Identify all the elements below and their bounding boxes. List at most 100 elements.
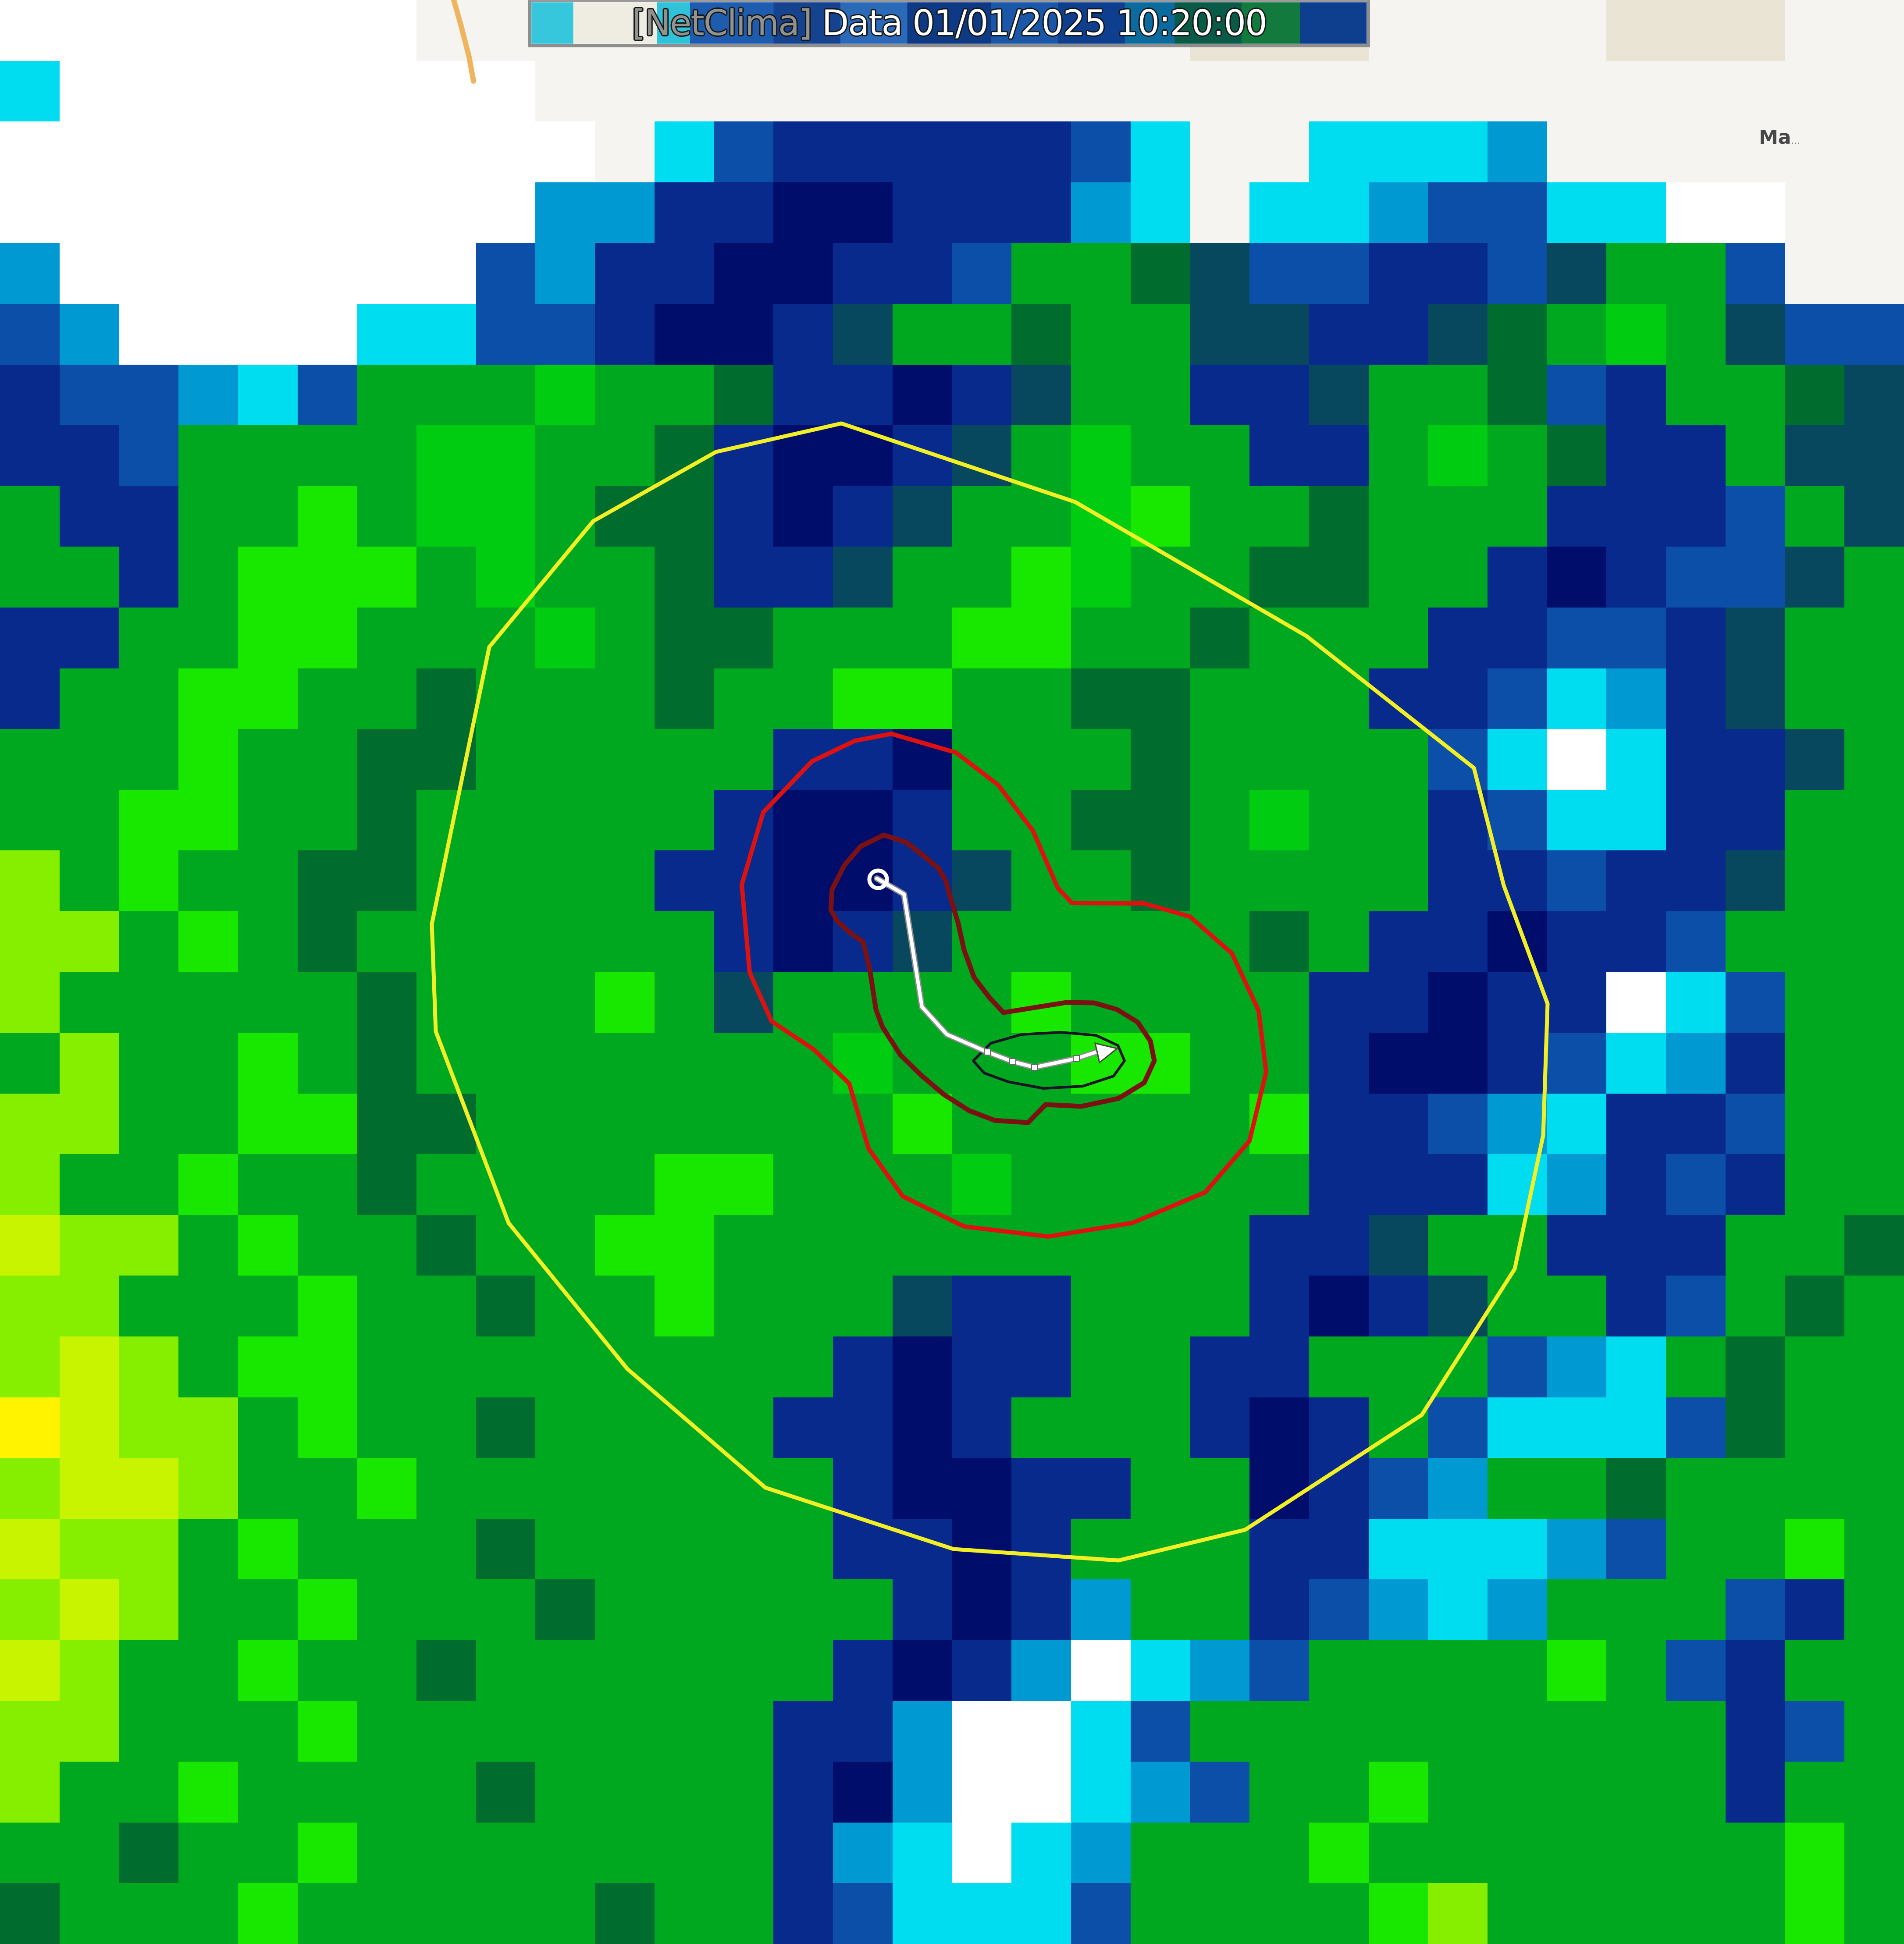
map-cell — [535, 729, 595, 790]
map-cell — [1725, 789, 1785, 851]
map-cell — [1547, 547, 1607, 608]
map-cell — [714, 303, 774, 365]
map-cell — [535, 1215, 595, 1276]
map-cell — [892, 911, 952, 972]
map-cell — [1011, 1883, 1071, 1944]
map-cell — [1071, 911, 1131, 972]
map-cell — [892, 607, 952, 668]
map-cell — [595, 1093, 655, 1155]
map-cell — [416, 1640, 476, 1701]
map-cell — [1190, 60, 1250, 122]
map-cell — [1428, 850, 1488, 911]
map-cell — [1487, 1518, 1547, 1580]
map-cell — [178, 243, 238, 304]
map-cell — [1309, 486, 1369, 547]
map-cell — [1547, 0, 1607, 61]
map-cell — [1368, 303, 1428, 365]
map-cell — [357, 607, 417, 668]
map-cell — [1725, 1822, 1785, 1884]
map-cell — [595, 850, 655, 911]
map-cell — [1725, 547, 1785, 608]
map-cell — [952, 1336, 1012, 1397]
map-cell — [1666, 1215, 1726, 1276]
map-cell — [297, 1579, 357, 1641]
map-cell — [1547, 303, 1607, 365]
map-cell — [1428, 1215, 1488, 1276]
map-cell — [476, 1822, 536, 1884]
map-cell — [297, 729, 357, 790]
map-cell — [1309, 243, 1369, 304]
map-cell — [1368, 1822, 1428, 1884]
map-cell — [1666, 850, 1726, 911]
map-cell — [1249, 425, 1309, 486]
map-cell — [892, 1518, 952, 1580]
map-cell — [1011, 425, 1071, 486]
map-cell — [1785, 182, 1845, 243]
map-cell — [1368, 1458, 1428, 1519]
map-cell — [416, 1822, 476, 1884]
map-cell — [178, 486, 238, 547]
map-cell — [1487, 789, 1547, 851]
map-cell — [1666, 1397, 1726, 1458]
map-cell — [1785, 789, 1845, 851]
map-cell — [297, 1762, 357, 1823]
map-cell — [1190, 364, 1250, 426]
map-cell — [1725, 1640, 1785, 1701]
map-cell — [535, 1336, 595, 1397]
map-cell — [0, 182, 60, 243]
map-cell — [1071, 182, 1131, 243]
map-cell — [1725, 1093, 1785, 1155]
map-cell — [357, 789, 417, 851]
map-cell — [1725, 1883, 1785, 1944]
map-cell — [773, 607, 833, 668]
map-cell — [1844, 486, 1904, 547]
map-cell — [1249, 1093, 1309, 1155]
map-cell — [1368, 729, 1428, 790]
map-cell — [178, 1701, 238, 1762]
map-cell — [1130, 1215, 1190, 1276]
map-cell — [1130, 1762, 1190, 1823]
map-cell — [1130, 1336, 1190, 1397]
map-cell — [833, 1093, 893, 1155]
map-cell — [535, 1640, 595, 1701]
map-cell — [535, 1883, 595, 1944]
map-cell — [1844, 0, 1904, 61]
map-cell — [714, 547, 774, 608]
map-cell — [1606, 0, 1666, 61]
map-cell — [1249, 1458, 1309, 1519]
map-cell — [238, 121, 298, 182]
map-cell — [1666, 303, 1726, 365]
map-cell — [952, 607, 1012, 668]
map-cell — [1785, 121, 1845, 182]
map-cell — [357, 668, 417, 729]
map-cell — [1309, 1640, 1369, 1701]
map-cell — [119, 972, 179, 1033]
map-cell — [714, 1276, 774, 1337]
map-cell — [1190, 911, 1250, 972]
map-cell — [1130, 1154, 1190, 1215]
map-cell — [178, 364, 238, 426]
map-cell — [1249, 729, 1309, 790]
map-cell — [119, 1397, 179, 1458]
map-cell — [1606, 60, 1666, 122]
map-cell — [1190, 1033, 1250, 1094]
map-cell — [119, 243, 179, 304]
map-cell — [1725, 1458, 1785, 1519]
map-cell — [654, 729, 714, 790]
map-cell — [1309, 1518, 1369, 1580]
map-cell — [1547, 607, 1607, 668]
map-cell — [654, 1458, 714, 1519]
map-cell — [1071, 425, 1131, 486]
map-cell — [1130, 1397, 1190, 1458]
map-cell — [1309, 1336, 1369, 1397]
map-cell — [1606, 1276, 1666, 1337]
map-cell — [178, 1093, 238, 1155]
title-text: [NetClima] Data 01/01/2025 10:20:00 — [632, 5, 1267, 41]
map-cell — [1844, 1701, 1904, 1762]
map-cell — [1844, 911, 1904, 972]
map-cell — [59, 789, 119, 851]
map-cell — [1844, 729, 1904, 790]
map-cell — [654, 425, 714, 486]
map-cell — [1011, 1154, 1071, 1215]
